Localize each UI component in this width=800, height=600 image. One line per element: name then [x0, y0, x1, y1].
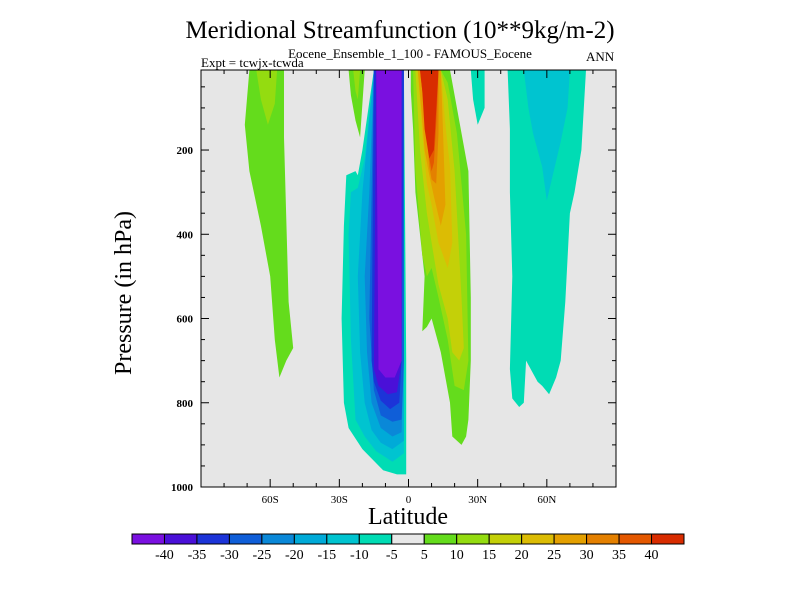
contour-region-21	[470, 70, 485, 125]
colorbar-label: -10	[350, 548, 369, 563]
x-axis-label: Latitude	[368, 504, 448, 530]
colorbar-label: -40	[155, 548, 174, 563]
contour-region-20	[420, 70, 439, 159]
colorbar-label: -30	[220, 548, 239, 563]
colorbar-label: -15	[317, 548, 336, 563]
contour-region-4	[353, 70, 361, 100]
contour-region-12	[376, 70, 402, 378]
colorbar-swatch	[488, 533, 523, 545]
axes: 60S 30S 0 30N 60N 200 400 600 800 1000	[171, 69, 617, 506]
season-label: ANN	[586, 49, 615, 64]
y-tick-label: 600	[177, 314, 194, 326]
colorbar-label: 35	[612, 548, 626, 563]
colorbar: -40 -35 -30 -25 -20 -15 -10 -5 5 10 15 20 25 30 35 40	[131, 533, 685, 563]
contour-region-3	[348, 70, 365, 138]
y-tick-label: 800	[177, 398, 194, 410]
x-tick-label: 0	[406, 494, 412, 506]
colorbar-label: -5	[386, 548, 398, 563]
colorbar-label: -20	[285, 548, 304, 563]
colorbar-swatch	[456, 533, 490, 545]
colorbar-label: 40	[645, 548, 659, 563]
x-tick-label: 30N	[468, 494, 487, 506]
colorbar-label: 25	[547, 548, 561, 563]
contour-region-2	[256, 70, 278, 125]
colorbar-swatch	[228, 533, 263, 545]
x-tick-label: 30S	[331, 494, 348, 506]
plot-area	[201, 70, 616, 487]
contour-region-22	[507, 70, 586, 407]
colorbar-label: 15	[482, 548, 496, 563]
colorbar-swatch	[163, 533, 198, 545]
y-tick-label: 400	[177, 229, 194, 241]
y-tick-label: 1000	[171, 482, 194, 494]
colorbar-label: 20	[515, 548, 529, 563]
experiment-label: Expt = tcwjx-tcwda	[201, 55, 304, 70]
colorbar-swatch	[358, 533, 393, 545]
colorbar-swatch	[391, 533, 425, 545]
colorbar-swatch	[521, 533, 555, 545]
colorbar-swatch	[293, 533, 328, 545]
colorbar-label: -25	[253, 548, 272, 563]
colorbar-swatch	[261, 533, 295, 545]
chart-subtitle: Eocene_Ensemble_1_100 - FAMOUS_Eocene	[288, 46, 532, 61]
colorbar-swatch	[651, 533, 685, 545]
colorbar-swatch	[586, 533, 620, 545]
x-tick-label: 60S	[262, 494, 279, 506]
chart-title: Meridional Streamfunction (10**9kg/m-2)	[185, 17, 615, 44]
colorbar-label: 5	[421, 548, 428, 563]
colorbar-swatch	[423, 533, 458, 545]
colorbar-label: 10	[450, 548, 464, 563]
colorbar-swatch	[553, 533, 588, 545]
colorbar-swatch	[326, 533, 360, 545]
contour-region-23	[523, 70, 570, 201]
colorbar-swatch	[131, 533, 165, 545]
colorbar-swatch	[618, 533, 653, 545]
colorbar-label: 30	[580, 548, 594, 563]
colorbar-label: -35	[188, 548, 207, 563]
contour-region-1	[244, 70, 294, 378]
y-tick-label: 200	[177, 145, 194, 157]
colorbar-swatch	[196, 533, 230, 545]
x-tick-label: 60N	[537, 494, 556, 506]
